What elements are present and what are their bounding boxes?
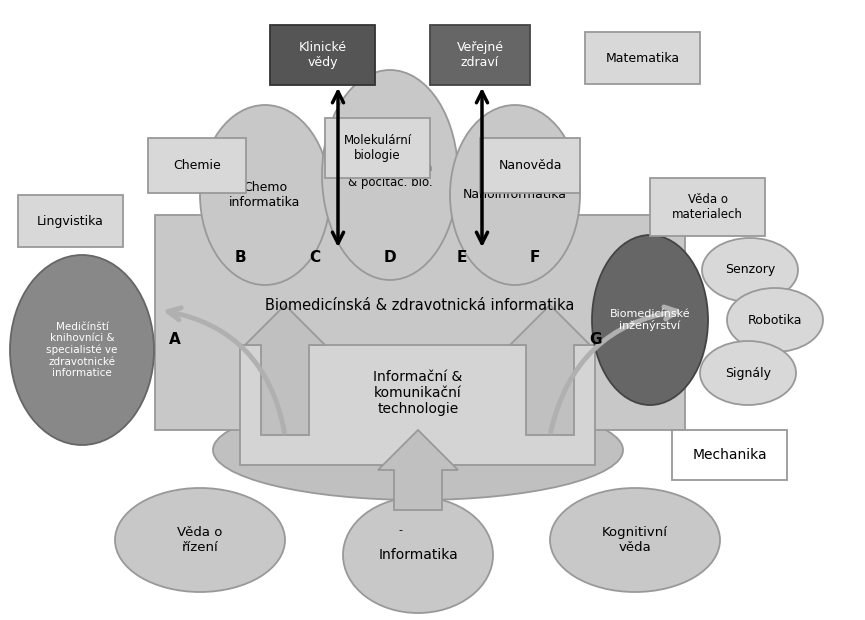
- Bar: [585, 32, 700, 84]
- Text: Biomedicínská & zdravotnická informatika: Biomedicínská & zdravotnická informatika: [266, 298, 574, 312]
- Text: Robotika: Robotika: [747, 314, 802, 327]
- Text: Klinické
vědy: Klinické vědy: [298, 41, 347, 69]
- Bar: [270, 25, 375, 85]
- Text: -: -: [398, 525, 402, 535]
- Text: A: A: [170, 332, 181, 347]
- Text: F: F: [529, 250, 540, 265]
- Text: Matematika: Matematika: [606, 51, 680, 64]
- Ellipse shape: [322, 70, 458, 280]
- Bar: [480, 138, 580, 193]
- Text: B: B: [234, 250, 246, 265]
- Polygon shape: [245, 305, 325, 435]
- Bar: [672, 430, 787, 480]
- Text: Chemo
informatika: Chemo informatika: [229, 181, 301, 209]
- Ellipse shape: [213, 400, 623, 500]
- Polygon shape: [510, 305, 590, 435]
- Text: D: D: [384, 250, 396, 265]
- Text: Informační &
komunikační
technologie: Informační & komunikační technologie: [374, 370, 463, 416]
- Text: Veřejné
zdraví: Veřejné zdraví: [457, 41, 503, 69]
- Text: Věda o
materialech: Věda o materialech: [672, 193, 743, 221]
- Ellipse shape: [592, 235, 708, 405]
- Text: Bioinformatika
& počítač. bio.: Bioinformatika & počítač. bio.: [347, 161, 433, 189]
- Text: Signály: Signály: [725, 366, 771, 379]
- Polygon shape: [378, 430, 458, 510]
- Text: G: G: [589, 332, 601, 347]
- Ellipse shape: [115, 488, 285, 592]
- Bar: [430, 25, 530, 85]
- Text: Nanověda: Nanověda: [498, 159, 561, 172]
- Bar: [325, 118, 430, 178]
- Text: Kognitivní
věda: Kognitivní věda: [602, 526, 668, 554]
- Ellipse shape: [450, 105, 580, 285]
- Text: Mechanika: Mechanika: [692, 448, 766, 462]
- Text: Lingvistika: Lingvistika: [37, 215, 104, 228]
- Text: E: E: [457, 250, 467, 265]
- Ellipse shape: [727, 288, 823, 352]
- Text: Informatika: Informatika: [378, 548, 458, 562]
- Bar: [148, 138, 246, 193]
- Ellipse shape: [700, 341, 796, 405]
- Ellipse shape: [200, 105, 330, 285]
- Ellipse shape: [10, 255, 154, 445]
- Text: Medičínští
knihovníci &
specialisté ve
zdravotnické
informatice: Medičínští knihovníci & specialisté ve z…: [47, 322, 118, 378]
- Text: C: C: [310, 250, 321, 265]
- Bar: [650, 178, 765, 236]
- Text: Biomedicínské
inženýrství: Biomedicínské inženýrství: [610, 309, 690, 332]
- Text: Věda o
řízení: Věda o řízení: [177, 526, 222, 554]
- Bar: [240, 345, 595, 465]
- Text: Senzory: Senzory: [725, 264, 775, 277]
- Ellipse shape: [702, 238, 798, 302]
- Bar: [155, 215, 685, 430]
- Text: Molekulární
biologie: Molekulární biologie: [343, 134, 412, 162]
- Text: Chemie: Chemie: [173, 159, 221, 172]
- Text: Nanoinformatika: Nanoinformatika: [463, 188, 567, 202]
- Ellipse shape: [343, 497, 493, 613]
- Ellipse shape: [550, 488, 720, 592]
- Bar: [18, 195, 123, 247]
